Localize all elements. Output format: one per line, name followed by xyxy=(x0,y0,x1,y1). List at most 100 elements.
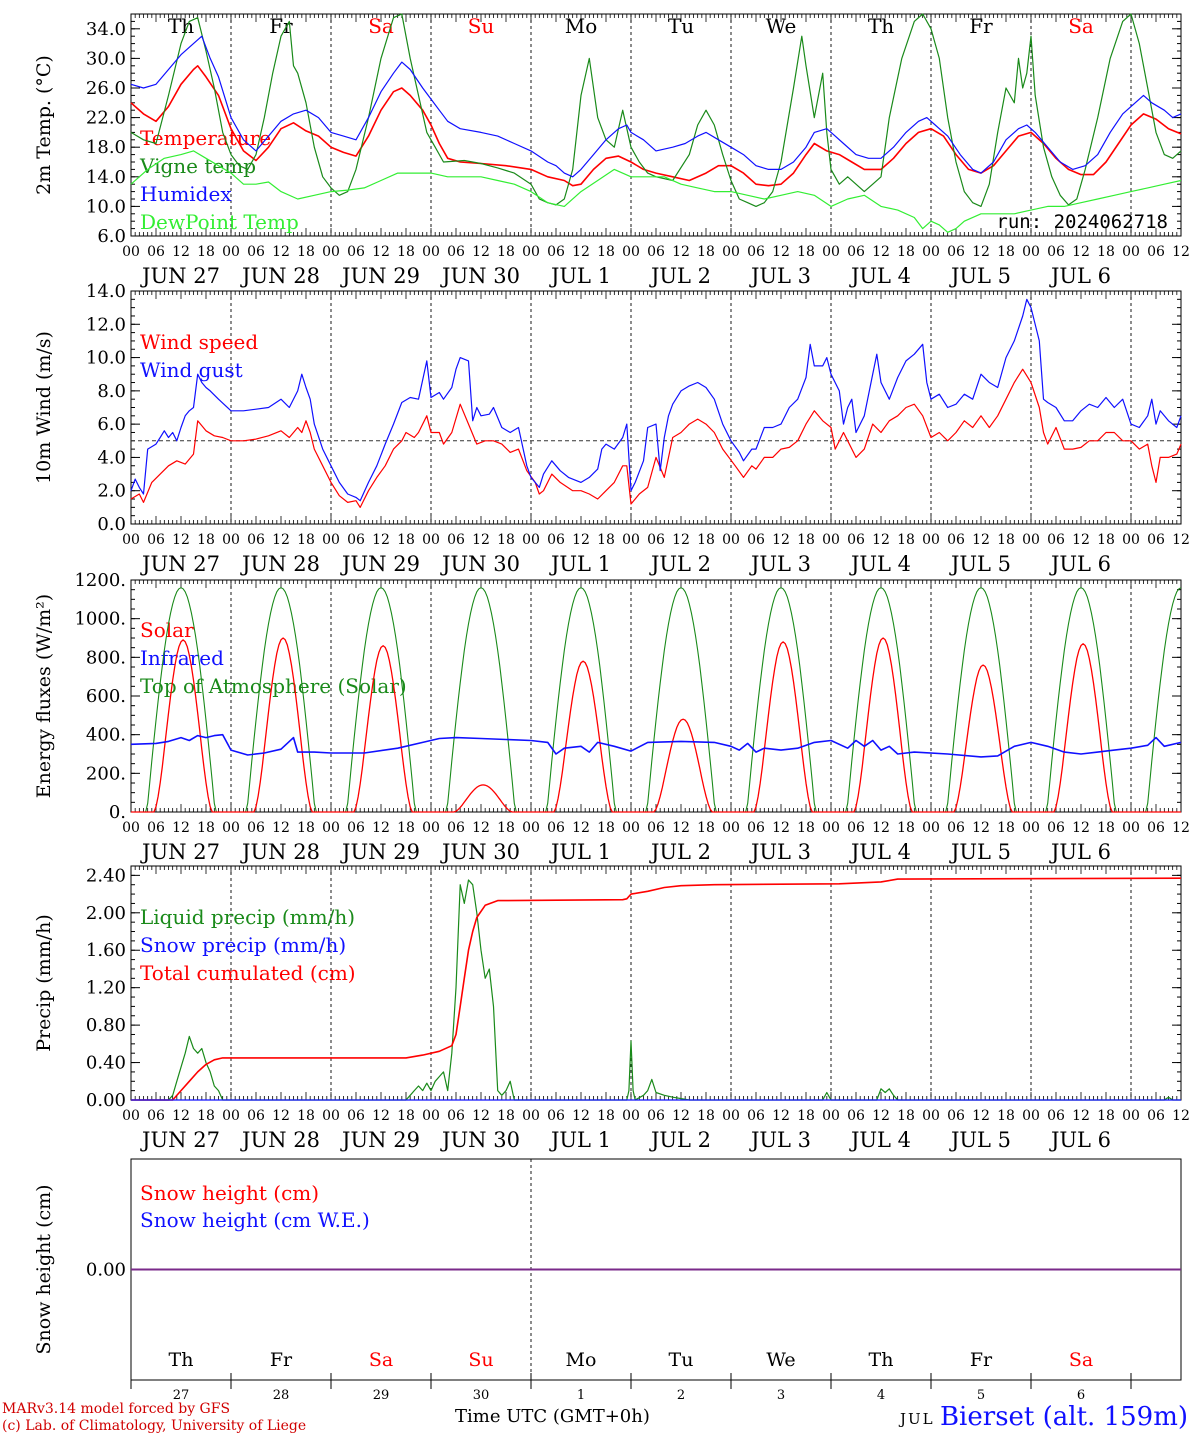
legend-entry: Wind speed xyxy=(140,330,258,354)
hour-tick-label: 18 xyxy=(1097,532,1115,548)
y-tick-label: 2.00 xyxy=(86,903,126,924)
hour-tick-label: 06 xyxy=(547,244,565,260)
hour-tick-label: 12 xyxy=(1072,244,1090,260)
hour-tick-label: 00 xyxy=(122,1108,140,1124)
hour-tick-label: 06 xyxy=(547,1108,565,1124)
bottom-day-number: 27 xyxy=(173,1388,190,1403)
series-solar xyxy=(131,637,1181,813)
hour-tick-label: 12 xyxy=(372,1108,390,1124)
hour-tick-label: 18 xyxy=(997,1108,1015,1124)
hour-tick-label: 00 xyxy=(722,244,740,260)
y-tick-label: 10.0 xyxy=(86,196,126,217)
hour-tick-label: 00 xyxy=(522,1108,540,1124)
hour-tick-label: 00 xyxy=(422,532,440,548)
date-label: JUL 1 xyxy=(549,264,611,288)
hour-tick-label: 12 xyxy=(1172,1108,1190,1124)
y-axis-label: Precip (mm/h) xyxy=(33,914,55,1052)
hour-tick-label: 18 xyxy=(297,820,315,836)
series-wind-speed xyxy=(130,368,1182,508)
hour-tick-label: 06 xyxy=(1147,532,1165,548)
date-label: JUL 4 xyxy=(849,552,911,576)
hour-tick-label: 06 xyxy=(1047,532,1065,548)
hour-tick-label: 06 xyxy=(1047,244,1065,260)
hour-tick-label: 00 xyxy=(422,820,440,836)
bottom-weekday-label: Tu xyxy=(669,1349,694,1371)
date-label: JUL 6 xyxy=(1049,840,1111,864)
hour-tick-label: 12 xyxy=(1072,1108,1090,1124)
hour-tick-label: 12 xyxy=(172,820,190,836)
hour-tick-label: 12 xyxy=(472,244,490,260)
hour-tick-label: 12 xyxy=(1172,244,1190,260)
hour-tick-label: 12 xyxy=(272,1108,290,1124)
date-label: JUL 3 xyxy=(749,840,811,864)
bottom-weekday-label: We xyxy=(766,1349,795,1371)
y-tick-label: 1200. xyxy=(74,570,126,591)
hour-tick-label: 00 xyxy=(1122,820,1140,836)
date-label: JUL 5 xyxy=(949,264,1011,288)
series-temperature xyxy=(130,65,1182,187)
hour-tick-label: 12 xyxy=(872,532,890,548)
hour-tick-label: 06 xyxy=(447,244,465,260)
hour-tick-label: 00 xyxy=(322,532,340,548)
y-axis-label: 10m Wind (m/s) xyxy=(33,331,55,484)
y-tick-label: 2.40 xyxy=(86,865,126,886)
date-label: JUN 30 xyxy=(440,840,520,864)
hour-tick-label: 06 xyxy=(947,1108,965,1124)
date-label: JUL 3 xyxy=(749,1128,811,1152)
date-label: JUL 5 xyxy=(949,840,1011,864)
hour-tick-label: 12 xyxy=(872,820,890,836)
date-label: JUL 2 xyxy=(649,1128,711,1152)
hour-tick-label: 06 xyxy=(647,532,665,548)
hour-tick-label: 18 xyxy=(997,244,1015,260)
station-label: Bierset (alt. 159m) xyxy=(939,1402,1188,1432)
hour-tick-label: 06 xyxy=(347,820,365,836)
hour-tick-label: 00 xyxy=(722,532,740,548)
hour-tick-label: 06 xyxy=(247,1108,265,1124)
date-label: JUL 6 xyxy=(1049,1128,1111,1152)
hour-tick-label: 00 xyxy=(622,244,640,260)
bottom-weekday-label: Su xyxy=(468,1349,493,1371)
hour-tick-label: 12 xyxy=(1072,820,1090,836)
date-label: JUL 1 xyxy=(549,552,611,576)
hour-tick-label: 06 xyxy=(147,1108,165,1124)
hour-tick-label: 18 xyxy=(797,1108,815,1124)
hour-tick-label: 06 xyxy=(1147,244,1165,260)
date-label: JUN 28 xyxy=(240,264,320,288)
weekday-label: Fr xyxy=(269,14,293,38)
hour-tick-label: 18 xyxy=(197,820,215,836)
bottom-weekday-label: Sa xyxy=(369,1349,393,1371)
hour-tick-label: 00 xyxy=(522,244,540,260)
date-label: JUL 5 xyxy=(949,1128,1011,1152)
legend-entry: Humidex xyxy=(140,182,232,206)
hour-tick-label: 00 xyxy=(822,820,840,836)
y-axis-label: Energy fluxes (W/m²) xyxy=(33,594,55,798)
hour-tick-label: 12 xyxy=(372,820,390,836)
hour-tick-label: 06 xyxy=(747,1108,765,1124)
y-tick-label: 2.0 xyxy=(97,481,126,502)
hour-tick-label: 12 xyxy=(672,532,690,548)
bottom-weekday-label: Fr xyxy=(270,1349,293,1371)
hour-tick-label: 06 xyxy=(347,244,365,260)
hour-tick-label: 18 xyxy=(597,244,615,260)
bottom-day-number: 6 xyxy=(1077,1388,1085,1403)
hour-tick-label: 00 xyxy=(1122,244,1140,260)
date-label: JUN 27 xyxy=(140,552,220,576)
bottom-day-number: 2 xyxy=(677,1388,685,1403)
hour-tick-label: 12 xyxy=(772,820,790,836)
hour-tick-label: 18 xyxy=(997,532,1015,548)
date-label: JUL 5 xyxy=(949,552,1011,576)
hour-tick-label: 12 xyxy=(572,1108,590,1124)
date-label: JUL 1 xyxy=(549,1128,611,1152)
hour-tick-label: 18 xyxy=(497,244,515,260)
bottom-day-number: 4 xyxy=(877,1388,885,1403)
series-vigne-temp xyxy=(130,13,1182,207)
y-axis-label: 2m Temp. (°C) xyxy=(33,55,55,195)
y-tick-label: 0.40 xyxy=(86,1053,126,1074)
date-label: JUN 27 xyxy=(140,840,220,864)
date-label: JUN 30 xyxy=(440,1128,520,1152)
date-label: JUL 3 xyxy=(749,552,811,576)
hour-tick-label: 18 xyxy=(397,244,415,260)
hour-tick-label: 00 xyxy=(922,244,940,260)
legend-entry: Infrared xyxy=(140,646,224,670)
